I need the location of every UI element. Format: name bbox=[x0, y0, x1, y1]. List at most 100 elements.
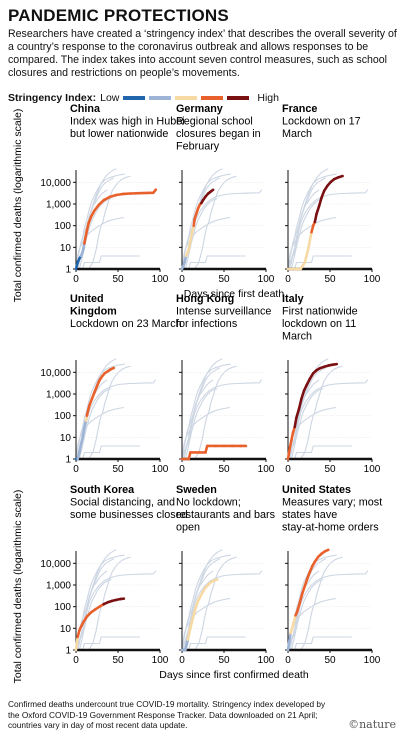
background-line bbox=[75, 168, 117, 270]
background-line bbox=[75, 570, 157, 651]
panel-note: China Index was high in Hubei but lower na… bbox=[70, 103, 185, 140]
x-tick-label: 50 bbox=[218, 464, 230, 475]
note-line: Social distancing, and bbox=[70, 497, 175, 509]
x-tick-label: 0 bbox=[179, 274, 185, 285]
series-segment bbox=[308, 230, 313, 243]
x-tick-label: 50 bbox=[324, 464, 336, 475]
x-tick-label: 50 bbox=[112, 655, 124, 666]
x-tick-label: 50 bbox=[218, 274, 230, 285]
x-tick-label: 100 bbox=[152, 655, 169, 666]
note-line: Index was high in Hubei bbox=[70, 116, 185, 128]
y-tick-label: 10 bbox=[60, 624, 72, 635]
x-tick-label: 0 bbox=[285, 655, 291, 666]
x-axis-label-row1: Days since first death bbox=[184, 288, 285, 300]
country-name: Kingdom bbox=[70, 306, 117, 318]
background-line bbox=[287, 189, 369, 270]
panel-note: Hong Kong Intense surveillance for infecti… bbox=[176, 293, 271, 330]
country-name: France bbox=[282, 103, 317, 115]
background-line bbox=[182, 556, 237, 651]
note-line: Regional school bbox=[176, 116, 253, 128]
y-axis-label: Total confirmed deaths (logarithmic scal… bbox=[12, 490, 24, 684]
series-segment bbox=[303, 577, 309, 588]
series-segment bbox=[313, 212, 318, 224]
x-tick-label: 0 bbox=[179, 464, 185, 475]
series-segment bbox=[337, 174, 344, 179]
panel-note: France Lockdown on 17 March bbox=[282, 103, 361, 140]
y-tick-label: 10 bbox=[60, 433, 72, 444]
background-line bbox=[182, 175, 237, 270]
series-segment bbox=[298, 592, 304, 605]
series-segment bbox=[286, 447, 291, 461]
series-segment bbox=[295, 601, 302, 613]
country-name: China bbox=[70, 103, 101, 115]
x-tick-label: 100 bbox=[364, 464, 381, 475]
y-tick-label: 100 bbox=[54, 221, 71, 232]
background-line bbox=[288, 578, 324, 651]
x-tick-label: 50 bbox=[218, 655, 230, 666]
panel-china: China Index was high in Hubei but lower na… bbox=[40, 103, 184, 285]
background-line bbox=[288, 636, 352, 651]
series-segment bbox=[286, 631, 292, 652]
x-tick-label: 100 bbox=[258, 464, 275, 475]
series-segment bbox=[74, 635, 79, 652]
y-tick-label: 1,000 bbox=[46, 581, 71, 592]
series-segment bbox=[109, 366, 116, 371]
note-line: closures began in bbox=[176, 128, 261, 140]
series-segment bbox=[189, 230, 194, 243]
panel-note: Italy First nationwide lockdown on 11 March bbox=[282, 293, 358, 343]
panel-note: United States Measures vary; most states h… bbox=[282, 484, 382, 534]
x-tick-label: 100 bbox=[258, 655, 275, 666]
background-line bbox=[182, 636, 246, 651]
x-tick-label: 100 bbox=[364, 655, 381, 666]
series-segment bbox=[184, 638, 190, 652]
x-tick-label: 100 bbox=[152, 464, 169, 475]
x-tick-label: 0 bbox=[285, 274, 291, 285]
y-tick-label: 10,000 bbox=[40, 368, 71, 379]
series-segment bbox=[331, 362, 339, 367]
country-name: United bbox=[70, 293, 104, 305]
background-line bbox=[76, 365, 131, 460]
series-segment bbox=[315, 204, 321, 216]
note-line: First nationwide bbox=[282, 306, 358, 318]
legend-swatch-5 bbox=[227, 96, 250, 100]
panel-south-korea: South Korea Social distancing, and some bu… bbox=[40, 484, 187, 666]
background-line bbox=[182, 387, 218, 460]
panel-note: Sweden No lockdown; restaurants and bars op… bbox=[176, 484, 276, 534]
legend-label: Stringency Index: bbox=[8, 92, 97, 104]
y-tick-label: 1,000 bbox=[46, 390, 71, 401]
background-line bbox=[181, 549, 223, 651]
legend: Stringency Index: Low High bbox=[8, 92, 283, 104]
note-line: March bbox=[282, 331, 312, 343]
note-line: for infections bbox=[176, 318, 238, 330]
y-tick-label: 1,000 bbox=[46, 200, 71, 211]
country-name: Germany bbox=[176, 103, 223, 115]
background-line bbox=[76, 578, 112, 651]
series-segment bbox=[293, 416, 298, 429]
series-segment bbox=[151, 188, 158, 195]
x-tick-label: 50 bbox=[324, 655, 336, 666]
chart-subtitle: Researchers have created a ‘stringency i… bbox=[8, 28, 397, 79]
series-segment bbox=[83, 229, 89, 241]
x-tick-label: 0 bbox=[285, 464, 291, 475]
series-segment bbox=[297, 397, 303, 411]
background-line bbox=[288, 197, 324, 270]
x-tick-label: 0 bbox=[73, 274, 79, 285]
legend-swatch-2 bbox=[149, 96, 172, 100]
y-tick-label: 100 bbox=[54, 411, 71, 422]
background-line bbox=[76, 445, 140, 460]
legend-swatch-1 bbox=[123, 96, 146, 100]
series-segment bbox=[81, 425, 86, 439]
background-line bbox=[288, 255, 352, 270]
y-tick-label: 1 bbox=[65, 646, 71, 657]
note-line: states have bbox=[282, 509, 337, 521]
y-tick-label: 1 bbox=[65, 455, 71, 466]
country-name: United States bbox=[282, 484, 351, 496]
legend-high-label: High bbox=[257, 92, 279, 104]
x-tick-label: 0 bbox=[179, 655, 185, 666]
legend-swatch-3 bbox=[175, 96, 198, 100]
series-segment bbox=[209, 188, 215, 193]
series-segment bbox=[186, 630, 191, 641]
background-line bbox=[181, 379, 263, 460]
note-line: February bbox=[176, 141, 220, 153]
panel-france: France Lockdown on 17 March 0 50 100 bbox=[282, 103, 381, 285]
